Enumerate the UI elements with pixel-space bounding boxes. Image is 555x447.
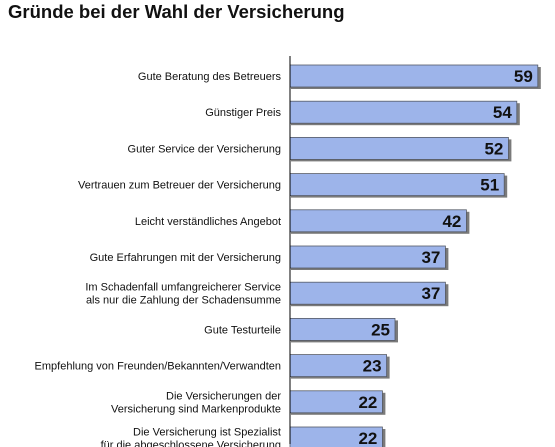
bar <box>289 64 539 88</box>
category-label-line: Versicherung sind Markenprodukte <box>111 403 281 415</box>
category-label: Guter Service der Versicherung <box>128 143 281 155</box>
category-label-line: Leicht verständliches Angebot <box>135 216 281 228</box>
bar <box>289 100 518 124</box>
category-label: Gute Testurteile <box>204 324 281 336</box>
category-label: Gute Erfahrungen mit der Versicherung <box>90 252 281 264</box>
category-label-line: Empfehlung von Freunden/Bekannten/Verwan… <box>35 361 281 373</box>
category-label-line: Im Schadenfall umfangreicherer Service <box>85 282 281 294</box>
category-label-line: für die abgeschlossene Versicherung <box>101 440 281 447</box>
category-label-line: Gute Testurteile <box>204 324 281 336</box>
category-label-line: Guter Service der Versicherung <box>128 143 281 155</box>
category-label-line: als nur die Zahlung der Schadensumme <box>86 295 281 307</box>
bar <box>289 209 467 233</box>
bar-value-label: 42 <box>442 212 461 231</box>
category-labels: Gute Beratung des Betreuers Günstiger Pre… <box>35 71 282 447</box>
category-label-line: Die Versicherung ist Spezialist <box>133 427 281 439</box>
category-label-line: Günstiger Preis <box>205 107 281 119</box>
bar <box>289 173 505 197</box>
category-label-line: Gute Erfahrungen mit der Versicherung <box>90 252 281 264</box>
category-label: Gute Beratung des Betreuers <box>138 71 282 83</box>
bar-value-label: 37 <box>421 248 440 267</box>
category-label-line: Die Versicherungen der <box>166 390 281 402</box>
category-label: Leicht verständliches Angebot <box>135 216 281 228</box>
bar-value-label: 51 <box>480 176 499 195</box>
bar-value-label: 59 <box>514 67 533 86</box>
bar <box>289 136 509 160</box>
category-label: Empfehlung von Freunden/Bekannten/Verwan… <box>35 361 281 373</box>
category-label-line: Vertrauen zum Betreuer der Versicherung <box>78 180 281 192</box>
category-label-line: Gute Beratung des Betreuers <box>138 71 282 83</box>
category-label: Die Versicherung ist Spezialist für die a… <box>101 427 281 447</box>
bar-value-label: 25 <box>371 320 390 339</box>
category-label: Im Schadenfall umfangreicherer Service al… <box>85 282 281 307</box>
chart-title: Gründe bei der Wahl der Versicherung <box>8 1 345 22</box>
bar-value-label: 54 <box>493 103 512 122</box>
category-label: Günstiger Preis <box>205 107 281 119</box>
bar-value-label: 22 <box>358 393 377 412</box>
bar-value-label: 52 <box>484 139 503 158</box>
bar-value-label: 22 <box>358 429 377 447</box>
bar-value-label: 23 <box>363 357 382 376</box>
category-label: Die Versicherungen der Versicherung sind … <box>111 390 281 415</box>
bar-value-label: 37 <box>421 284 440 303</box>
category-label: Vertrauen zum Betreuer der Versicherung <box>78 180 281 192</box>
